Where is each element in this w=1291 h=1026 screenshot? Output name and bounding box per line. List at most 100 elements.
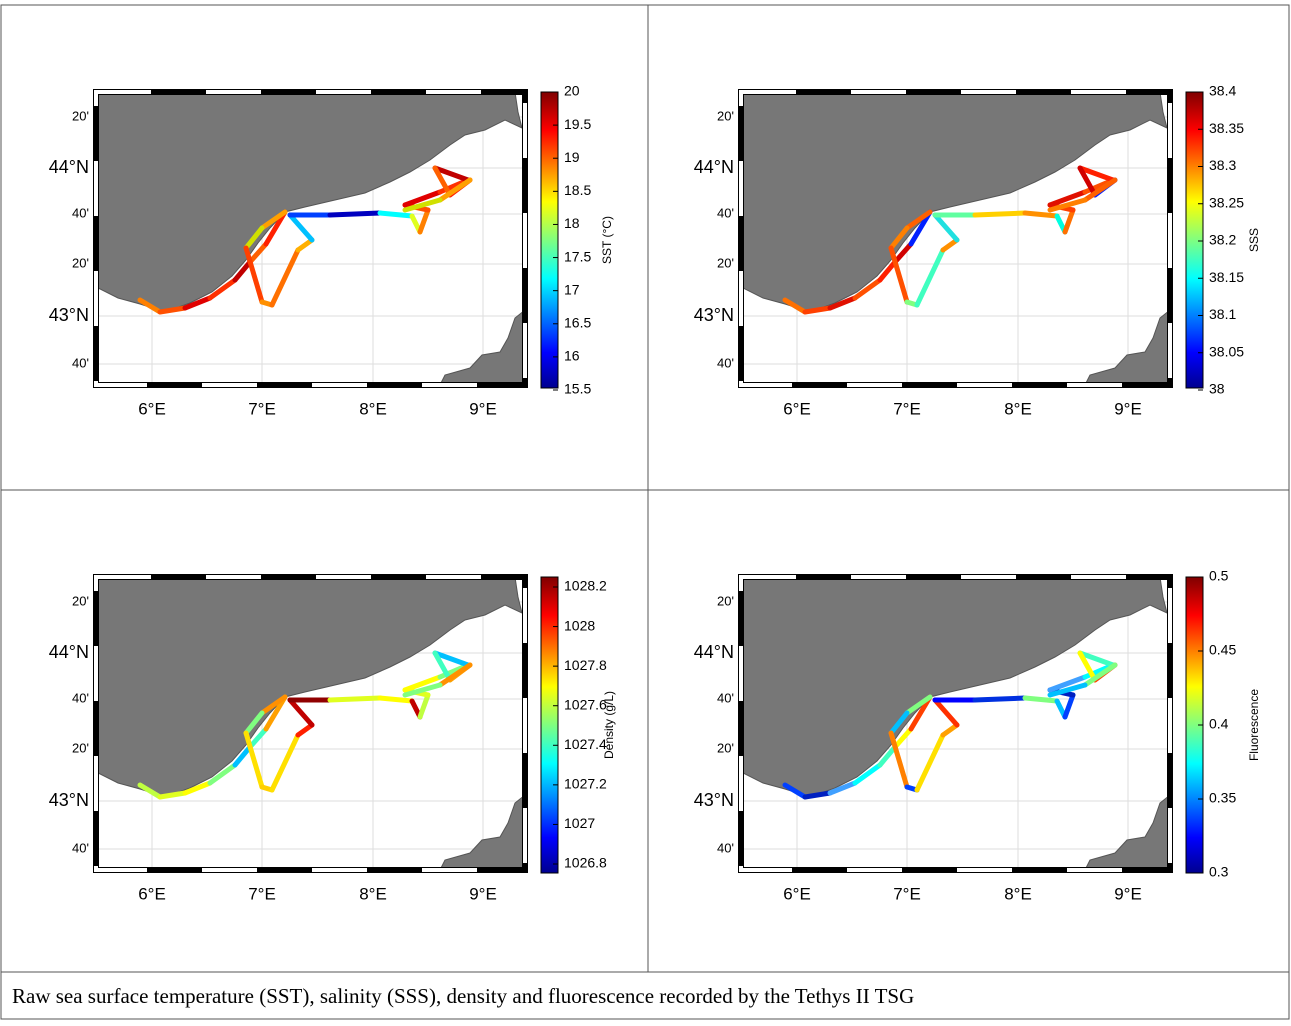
- ship-track: [1047, 682, 1088, 698]
- ship-track: [972, 210, 1028, 218]
- caption: Raw sea surface temperature (SST), salin…: [12, 984, 914, 1008]
- colorbar-tick-label: 38.1: [1209, 306, 1236, 322]
- lat-tick-label: 20': [717, 108, 734, 123]
- map-panel: 6°E 7°E 8°E 9°E 20' 44°N 40' 20' 43°N 40' 0.5 0.45 0…: [694, 568, 1261, 904]
- ship-track: [1022, 210, 1060, 219]
- colorbar-tick-label: 38.3: [1209, 157, 1236, 173]
- lon-tick-label: 7°E: [248, 399, 276, 418]
- colorbar-tick-label: 38.35: [1209, 120, 1244, 136]
- ship-track: [1022, 695, 1060, 704]
- ship-track: [1077, 650, 1116, 668]
- lon-tick-label: 9°E: [1114, 884, 1142, 903]
- lat-tick-label: 43°N: [694, 305, 734, 325]
- ship-track: [888, 245, 910, 305]
- ship-track: [827, 780, 858, 796]
- lon-tick-label: 6°E: [138, 399, 166, 418]
- ship-track: [1047, 674, 1088, 693]
- ship-track: [888, 710, 910, 736]
- lat-tick-label: 43°N: [694, 790, 734, 810]
- ship-track: [432, 165, 453, 198]
- colorbar-tick-label: 18: [564, 215, 580, 231]
- ship-track: [432, 650, 453, 683]
- ship-track: [137, 782, 163, 800]
- lat-tick-label: 43°N: [49, 305, 89, 325]
- colorbar-tick-label: 1027.6: [564, 696, 607, 712]
- ship-track: [888, 730, 910, 790]
- colorbar-tick-label: 19.5: [564, 116, 591, 132]
- colorbar-tick-label: 38.05: [1209, 343, 1244, 359]
- lat-tick-label: 40': [717, 690, 734, 705]
- ship-track: [1062, 692, 1076, 720]
- ship-track: [243, 245, 265, 305]
- ship-track: [402, 189, 443, 208]
- lon-tick-label: 8°E: [1004, 884, 1032, 903]
- lat-tick-label: 44°N: [49, 157, 89, 177]
- colorbar-tick-label: 0.4: [1209, 716, 1229, 732]
- colorbar-tick-label: 38.25: [1209, 194, 1244, 210]
- ship-track: [269, 732, 301, 793]
- ship-track: [432, 650, 471, 668]
- colorbar-tick-label: 17.5: [564, 248, 591, 264]
- lon-tick-label: 7°E: [248, 884, 276, 903]
- ship-track: [287, 697, 315, 728]
- lat-tick-label: 20': [72, 740, 89, 755]
- colorbar-tick-label: 1026.8: [564, 855, 607, 871]
- colorbar-tick-label: 1027.2: [564, 776, 607, 792]
- colorbar-tick-label: 19: [564, 149, 580, 165]
- ship-track: [182, 295, 213, 311]
- colorbar-tick-label: 1027.4: [564, 736, 607, 752]
- lat-tick-label: 20': [717, 255, 734, 270]
- ship-track: [888, 225, 910, 251]
- colorbar-tick-label: 20: [564, 83, 580, 99]
- ship-track: [417, 692, 431, 720]
- lon-tick-label: 9°E: [469, 399, 497, 418]
- ship-track: [782, 297, 808, 315]
- ship-track: [243, 730, 265, 790]
- colorbar-tick-label: 0.35: [1209, 790, 1236, 806]
- map-frame-dash: [94, 575, 527, 872]
- ship-track: [892, 241, 914, 265]
- ship-track: [327, 210, 383, 218]
- colorbar-tick-label: 15.5: [564, 381, 591, 397]
- ship-track: [207, 277, 238, 301]
- lat-tick-label: 20': [72, 593, 89, 608]
- ship-track: [802, 305, 833, 315]
- ship-track: [259, 209, 288, 231]
- lat-tick-label: 44°N: [694, 157, 734, 177]
- ship-track: [932, 697, 960, 728]
- colorbar-tick-label: 38.2: [1209, 232, 1236, 248]
- colorbar-label: Fluorescence: [1247, 689, 1261, 761]
- lat-tick-label: 40': [717, 355, 734, 370]
- lon-tick-label: 8°E: [359, 399, 387, 418]
- colorbar-tick-label: 0.45: [1209, 642, 1236, 658]
- lat-tick-label: 20': [717, 740, 734, 755]
- colorbar-tick-label: 1028.2: [564, 578, 607, 594]
- map-panel: 6°E 7°E 8°E 9°E 20' 44°N 40' 20' 43°N 40' 20 19.5 19…: [49, 83, 614, 419]
- lon-tick-label: 6°E: [783, 399, 811, 418]
- ship-track: [247, 726, 269, 750]
- ship-track: [207, 762, 238, 786]
- map-panel: 6°E 7°E 8°E 9°E 20' 44°N 40' 20' 43°N 40' 1028.2 10…: [49, 574, 616, 903]
- ship-track: [827, 295, 858, 311]
- ship-track: [287, 212, 315, 243]
- colorbar-label: SST (°C): [600, 216, 614, 264]
- ship-track: [852, 762, 883, 786]
- ship-track: [802, 790, 833, 800]
- ship-track: [1077, 165, 1116, 183]
- ship-track: [904, 209, 933, 231]
- ship-track: [417, 207, 431, 235]
- ship-track: [247, 241, 269, 265]
- lon-tick-label: 9°E: [469, 884, 497, 903]
- ship-track: [157, 790, 188, 800]
- lat-tick-label: 43°N: [49, 790, 89, 810]
- colorbar-tick-label: 16.5: [564, 314, 591, 330]
- ship-track: [157, 305, 188, 315]
- lon-tick-label: 6°E: [783, 884, 811, 903]
- colorbar-tick-label: 0.3: [1209, 864, 1229, 880]
- colorbar: [540, 91, 559, 389]
- map-panel: 6°E 7°E 8°E 9°E 20' 44°N 40' 20' 43°N 40' 38.4 38.3…: [694, 83, 1261, 419]
- colorbar: [1185, 91, 1204, 389]
- colorbar-tick-label: 1027.8: [564, 657, 607, 673]
- ship-track: [972, 695, 1028, 703]
